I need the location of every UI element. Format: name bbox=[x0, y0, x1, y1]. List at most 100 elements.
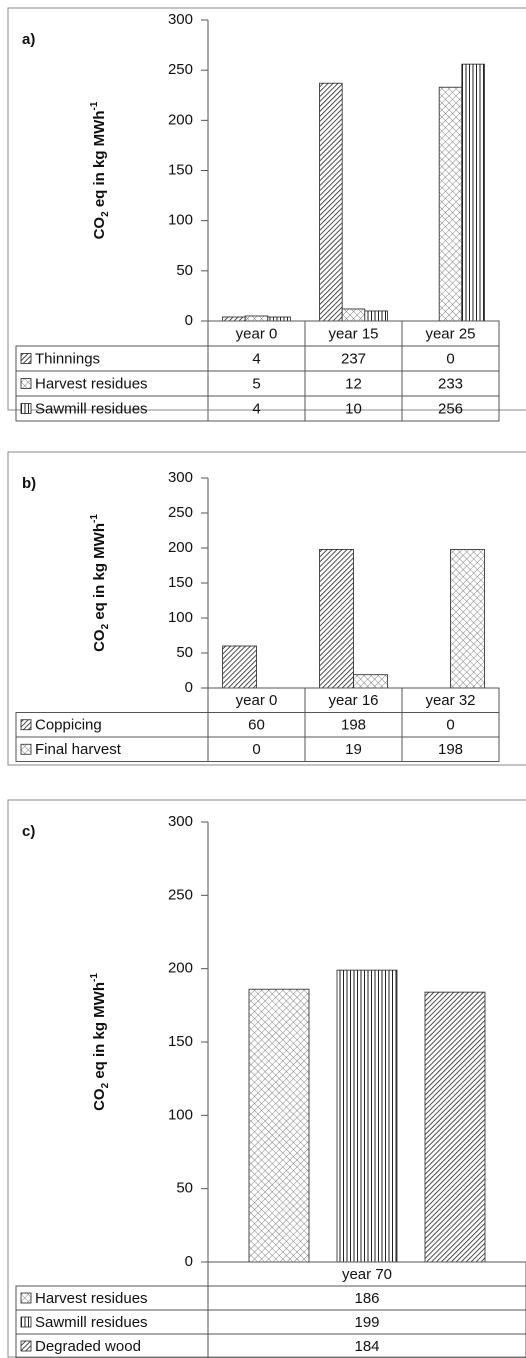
y-axis-label-part: CO bbox=[91, 1088, 108, 1111]
y-axis-label-part: 2 bbox=[100, 1082, 111, 1088]
category-label: year 25 bbox=[425, 325, 475, 342]
panel-frame bbox=[7, 799, 526, 1358]
bar bbox=[438, 86, 463, 322]
bar bbox=[248, 988, 310, 1263]
legend-label: Final harvest bbox=[35, 741, 122, 758]
y-tick-label: 100 bbox=[168, 1106, 193, 1123]
y-axis-label-part: CO bbox=[91, 217, 108, 240]
y-tick-label: 200 bbox=[168, 960, 193, 977]
y-axis-label-part: CO bbox=[91, 629, 108, 652]
bar bbox=[222, 645, 257, 689]
panel-label: c) bbox=[22, 823, 35, 840]
y-tick-label: 300 bbox=[168, 469, 193, 486]
y-axis-label-part: 2 bbox=[100, 623, 111, 629]
y-tick-label: 150 bbox=[168, 1033, 193, 1050]
y-tick-label: 50 bbox=[176, 644, 193, 661]
table-value: 186 bbox=[354, 1290, 379, 1307]
legend-key bbox=[20, 1316, 32, 1328]
bar bbox=[267, 316, 291, 322]
legend-label: Harvest residues bbox=[35, 375, 148, 392]
bar bbox=[341, 308, 366, 322]
y-tick-label: 50 bbox=[176, 1180, 193, 1197]
table-value: 19 bbox=[345, 741, 362, 758]
y-tick-label: 200 bbox=[168, 111, 193, 128]
table-value: 5 bbox=[252, 375, 260, 392]
bar bbox=[336, 969, 398, 1263]
bar bbox=[319, 82, 343, 322]
bar bbox=[319, 549, 354, 689]
bar bbox=[222, 316, 246, 322]
y-axis-label: CO2 eq in kg MWh-1 bbox=[89, 973, 111, 1111]
table-value: 199 bbox=[354, 1314, 379, 1331]
panel-label: a) bbox=[22, 31, 35, 48]
y-axis-label-part: eq in kg MWh bbox=[91, 982, 108, 1083]
bar bbox=[450, 549, 485, 689]
table-value: 0 bbox=[252, 741, 260, 758]
bar bbox=[364, 310, 388, 322]
table-value: 0 bbox=[446, 717, 454, 734]
table-cell bbox=[15, 736, 209, 762]
table-value: 0 bbox=[446, 350, 454, 367]
bar bbox=[353, 674, 388, 689]
legend-label: Coppicing bbox=[35, 717, 102, 734]
panel-frame bbox=[7, 451, 526, 766]
legend-key bbox=[20, 1292, 32, 1304]
table-value: 184 bbox=[354, 1338, 379, 1355]
legend-key bbox=[20, 403, 32, 414]
legend-key bbox=[20, 378, 32, 389]
y-tick-label: 0 bbox=[185, 679, 193, 696]
legend-label: Sawmill residues bbox=[35, 400, 148, 417]
y-tick-label: 0 bbox=[185, 1253, 193, 1270]
legend-label: Thinnings bbox=[35, 350, 100, 367]
legend-key bbox=[20, 1340, 32, 1352]
y-axis-label-part: eq in kg MWh bbox=[91, 523, 108, 624]
y-tick-label: 150 bbox=[168, 574, 193, 591]
table-value: 12 bbox=[345, 375, 362, 392]
table-cell bbox=[15, 395, 209, 422]
y-tick-label: 0 bbox=[185, 312, 193, 329]
table-value: 4 bbox=[252, 400, 260, 417]
legend-key bbox=[20, 743, 32, 755]
table-value: 233 bbox=[438, 375, 463, 392]
y-tick-label: 250 bbox=[168, 886, 193, 903]
y-axis-label: CO2 eq in kg MWh-1 bbox=[89, 101, 111, 239]
panel-label: b) bbox=[22, 475, 36, 492]
table-cell bbox=[401, 395, 500, 422]
y-tick-label: 200 bbox=[168, 539, 193, 556]
y-axis-label-part: -1 bbox=[89, 514, 100, 523]
table-value: 198 bbox=[341, 717, 366, 734]
y-axis-label: CO2 eq in kg MWh-1 bbox=[89, 514, 111, 652]
legend-label: Degraded wood bbox=[35, 1338, 141, 1355]
legend-label: Harvest residues bbox=[35, 1290, 148, 1307]
y-tick-label: 100 bbox=[168, 212, 193, 229]
table-cell bbox=[401, 736, 500, 762]
category-label: year 32 bbox=[425, 692, 475, 709]
bar bbox=[461, 63, 485, 322]
bar bbox=[244, 315, 269, 322]
y-tick-label: 250 bbox=[168, 61, 193, 78]
table-value: 198 bbox=[438, 741, 463, 758]
category-label: year 0 bbox=[236, 325, 278, 342]
y-tick-label: 250 bbox=[168, 504, 193, 521]
y-tick-label: 150 bbox=[168, 161, 193, 178]
legend-key bbox=[20, 719, 32, 731]
table-value: 10 bbox=[345, 400, 362, 417]
panel-frame bbox=[7, 7, 526, 411]
y-tick-label: 50 bbox=[176, 262, 193, 279]
category-label: year 15 bbox=[328, 325, 378, 342]
table-value: 60 bbox=[248, 717, 265, 734]
y-tick-label: 300 bbox=[168, 11, 193, 28]
y-tick-label: 100 bbox=[168, 609, 193, 626]
legend-label: Sawmill residues bbox=[35, 1314, 148, 1331]
category-label: year 0 bbox=[236, 692, 278, 709]
y-axis-label-part: -1 bbox=[89, 973, 100, 982]
legend-key bbox=[20, 353, 32, 364]
table-cell bbox=[15, 1333, 209, 1358]
table-value: 237 bbox=[341, 350, 366, 367]
y-axis-label-part: -1 bbox=[89, 101, 100, 110]
y-axis-label-part: eq in kg MWh bbox=[91, 111, 108, 212]
table-value: 4 bbox=[252, 350, 260, 367]
bar bbox=[424, 991, 486, 1263]
